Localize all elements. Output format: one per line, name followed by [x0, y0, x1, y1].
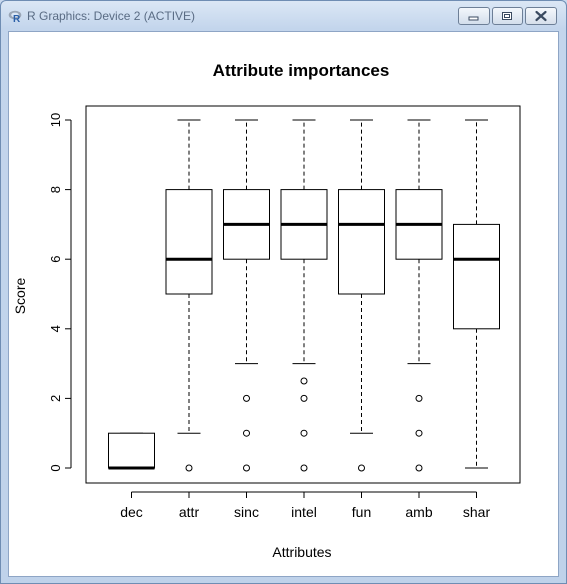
x-tick-label-attr: attr	[179, 504, 200, 520]
outlier-attr-0	[185, 464, 193, 472]
x-tick-label-dec: dec	[120, 504, 143, 520]
x-tick-label-fun: fun	[352, 504, 371, 520]
outlier-amb-1	[415, 429, 423, 437]
y-axis-label: Score	[12, 278, 28, 315]
outlier-sinc-2	[243, 394, 250, 402]
plot-area: Attribute importances Attributes Score 0…	[8, 31, 559, 577]
y-tick-label-10: 10	[48, 113, 63, 127]
outlier-sinc-0	[243, 464, 250, 472]
outlier-amb-2	[415, 394, 423, 402]
outlier-intel-0	[300, 464, 308, 472]
box-shar	[453, 223, 500, 330]
y-tick-label-4: 4	[48, 325, 63, 332]
x-tick-label-intel: intel	[291, 504, 317, 520]
window-titlebar[interactable]: R R Graphics: Device 2 (ACTIVE)	[1, 1, 566, 31]
x-tick-label-sinc: sinc	[234, 504, 259, 520]
y-tick-label-8: 8	[48, 186, 63, 193]
outlier-intel-2	[300, 394, 308, 402]
box-dec	[108, 432, 155, 469]
box-attr	[165, 189, 213, 295]
x-axis-label: Attributes	[272, 544, 331, 560]
maximize-icon	[502, 12, 512, 20]
outlier-fun-0	[358, 464, 365, 472]
outlier-intel-1	[300, 429, 308, 437]
outlier-sinc-1	[243, 429, 250, 437]
r-logo-icon: R	[8, 10, 22, 23]
x-tick-label-shar: shar	[463, 504, 491, 520]
svg-text:R: R	[13, 14, 21, 23]
y-tick-label-2: 2	[48, 395, 63, 402]
x-tick-label-amb: amb	[405, 504, 432, 520]
window-title: R Graphics: Device 2 (ACTIVE)	[27, 9, 196, 23]
box-fun	[338, 189, 385, 295]
y-tick-label-6: 6	[48, 256, 63, 263]
y-tick-label-0: 0	[48, 464, 63, 471]
minimize-icon	[468, 16, 479, 21]
close-button[interactable]	[525, 7, 557, 25]
minimize-button[interactable]	[458, 7, 490, 25]
boxplot-chart: Attribute importances Attributes Score 0…	[12, 61, 521, 560]
maximize-button[interactable]	[492, 7, 523, 25]
chart-title: Attribute importances	[213, 61, 390, 80]
close-icon	[535, 10, 547, 22]
outlier-amb-0	[415, 464, 423, 472]
outlier-intel-3	[300, 377, 308, 385]
plot-frame	[85, 105, 521, 484]
